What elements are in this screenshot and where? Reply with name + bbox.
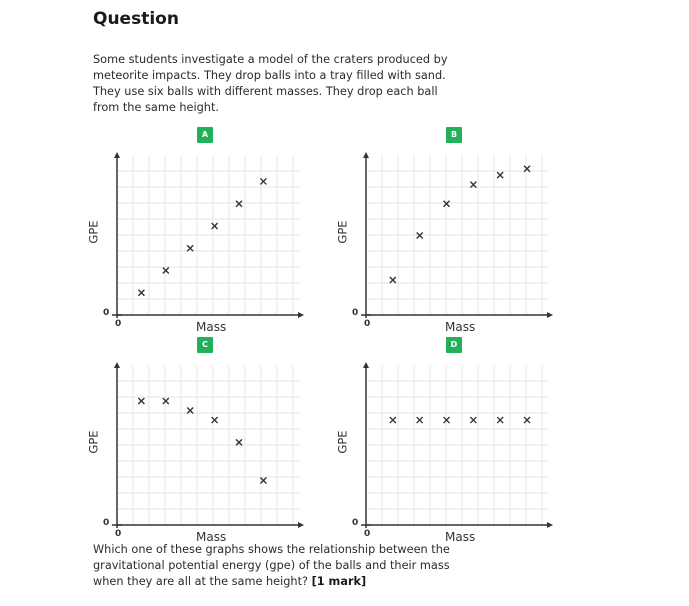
- x-origin-label: 0: [115, 319, 122, 329]
- question-intro: Some students investigate a model of the…: [93, 53, 448, 114]
- data-point-stroke: [162, 397, 170, 405]
- data-point: [137, 397, 145, 405]
- y-axis-label: GPE: [86, 220, 101, 244]
- graph-d: D GPE Mass 0 0: [336, 337, 601, 544]
- data-point: [186, 244, 194, 252]
- data-point: [416, 416, 424, 424]
- graph-label-badge: B: [446, 127, 462, 143]
- data-point-stroke: [469, 416, 477, 424]
- graph-plot-area: [361, 152, 553, 318]
- x-axis-label: Mass: [445, 530, 476, 544]
- x-axis-arrow: [547, 312, 553, 318]
- data-point-stroke: [469, 181, 477, 189]
- data-point-stroke: [523, 416, 531, 424]
- data-point: [443, 416, 451, 424]
- data-point: [469, 416, 477, 424]
- y-origin-label: 0: [103, 308, 110, 318]
- graph-plot-area: [112, 362, 304, 528]
- x-axis-arrow: [298, 522, 304, 528]
- graph-label-badge: A: [197, 127, 213, 143]
- gridlines: [117, 156, 300, 315]
- y-axis-arrow: [114, 362, 120, 368]
- graph-a: A GPE Mass 0 0: [87, 127, 352, 334]
- y-axis-label: GPE: [335, 430, 350, 454]
- graph-plot-area: [112, 152, 304, 318]
- question-prompt-text: Which one of these graphs shows the rela…: [93, 543, 450, 588]
- data-point: [389, 416, 397, 424]
- data-point-stroke: [186, 407, 194, 415]
- graph-b: B GPE Mass 0 0: [336, 127, 601, 334]
- data-point-stroke: [235, 438, 243, 446]
- x-axis-label: Mass: [445, 320, 476, 334]
- data-point-stroke: [416, 416, 424, 424]
- x-axis-label: Mass: [196, 320, 227, 334]
- y-axis-arrow: [114, 152, 120, 158]
- x-origin-label: 0: [115, 529, 122, 539]
- data-point: [496, 171, 504, 179]
- data-point-stroke: [523, 165, 531, 173]
- y-origin-label: 0: [352, 518, 359, 528]
- gridlines: [117, 366, 300, 525]
- x-origin-label: 0: [364, 319, 371, 329]
- data-point-stroke: [496, 171, 504, 179]
- y-origin-label: 0: [352, 308, 359, 318]
- question-prompt: Which one of these graphs shows the rela…: [93, 542, 463, 590]
- gridlines: [366, 366, 549, 525]
- x-axis-arrow: [547, 522, 553, 528]
- data-point: [469, 181, 477, 189]
- y-axis-label: GPE: [335, 220, 350, 244]
- x-origin-label: 0: [364, 529, 371, 539]
- question-marks: [1 mark]: [311, 575, 367, 588]
- data-point: [523, 416, 531, 424]
- data-point-stroke: [211, 416, 219, 424]
- data-point-stroke: [496, 416, 504, 424]
- data-point: [235, 200, 243, 208]
- data-point: [211, 416, 219, 424]
- data-point: [443, 200, 451, 208]
- data-point: [137, 289, 145, 297]
- data-point-stroke: [443, 200, 451, 208]
- data-point-stroke: [259, 177, 267, 185]
- data-point: [416, 232, 424, 239]
- data-point-stroke: [443, 416, 451, 424]
- data-point: [389, 276, 397, 284]
- data-point-stroke: [389, 416, 397, 424]
- graph-c: C GPE Mass 0 0: [87, 337, 352, 544]
- data-point-stroke: [162, 266, 170, 274]
- data-point: [259, 476, 267, 484]
- data-point-stroke: [137, 289, 145, 297]
- data-point-stroke: [389, 276, 397, 284]
- data-point-stroke: [235, 200, 243, 208]
- data-point: [186, 407, 194, 415]
- data-point: [523, 165, 531, 173]
- data-point: [162, 397, 170, 405]
- y-axis-label: GPE: [86, 430, 101, 454]
- y-axis-arrow: [363, 362, 369, 368]
- data-point: [235, 438, 243, 446]
- graph-label-badge: C: [197, 337, 213, 353]
- y-axis-arrow: [363, 152, 369, 158]
- data-point-stroke: [186, 244, 194, 252]
- data-point: [162, 266, 170, 274]
- graph-plot-area: [361, 362, 553, 528]
- gridlines: [366, 156, 549, 315]
- question-heading: Question: [93, 9, 179, 29]
- data-point: [211, 222, 219, 230]
- data-point: [259, 177, 267, 185]
- data-point-stroke: [211, 222, 219, 230]
- data-point-stroke: [416, 232, 424, 239]
- x-axis-label: Mass: [196, 530, 227, 544]
- x-axis-arrow: [298, 312, 304, 318]
- data-point: [496, 416, 504, 424]
- y-origin-label: 0: [103, 518, 110, 528]
- data-point-stroke: [137, 397, 145, 405]
- graph-label-badge: D: [446, 337, 462, 353]
- data-point-stroke: [259, 476, 267, 484]
